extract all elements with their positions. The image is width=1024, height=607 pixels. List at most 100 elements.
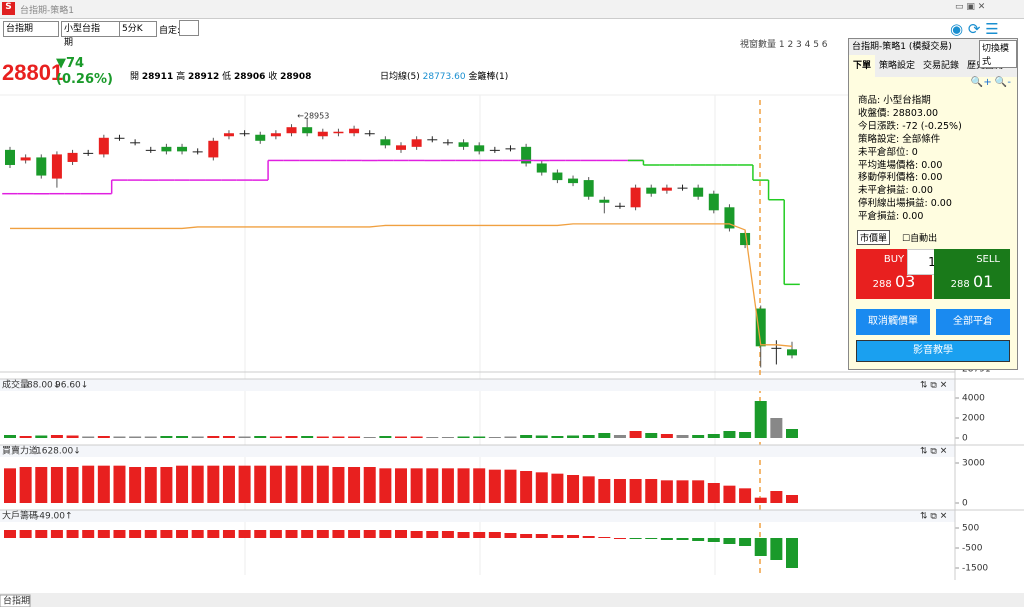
bar bbox=[457, 436, 470, 438]
bar bbox=[129, 467, 142, 503]
bar bbox=[222, 530, 235, 538]
bar bbox=[207, 465, 220, 503]
bar bbox=[770, 418, 783, 438]
order-type[interactable]: 市價單 bbox=[857, 230, 891, 245]
annotation: ←28953 bbox=[297, 112, 329, 121]
bar bbox=[692, 480, 705, 503]
candle-body bbox=[349, 128, 360, 134]
label: 288 bbox=[950, 279, 970, 290]
bar bbox=[144, 530, 157, 538]
bar bbox=[191, 465, 204, 503]
bar bbox=[50, 467, 63, 503]
bar bbox=[82, 465, 95, 503]
bar bbox=[4, 435, 16, 438]
bar bbox=[739, 488, 752, 503]
candle-body bbox=[36, 157, 47, 176]
bar bbox=[50, 435, 63, 438]
value: 28912 bbox=[187, 72, 220, 82]
bar bbox=[520, 435, 533, 438]
bar bbox=[285, 530, 298, 538]
bar bbox=[395, 530, 407, 538]
label: 01 bbox=[972, 272, 994, 291]
bar bbox=[582, 435, 595, 438]
auto-exit[interactable]: ☐自動出 bbox=[902, 234, 938, 244]
bar bbox=[207, 436, 220, 438]
window-count[interactable]: 視窗數量 1 2 3 4 5 6 bbox=[740, 40, 828, 50]
panel-name: 大戶籌碼 bbox=[2, 510, 38, 522]
sell-button[interactable]: SELL 288 01 bbox=[934, 249, 1010, 299]
info-line: 未平倉損益: 0.00 bbox=[858, 185, 933, 197]
bar bbox=[551, 473, 564, 503]
bar bbox=[676, 480, 689, 503]
tab[interactable]: 交易記錄 bbox=[923, 61, 960, 71]
candle-body bbox=[724, 207, 735, 229]
bar bbox=[598, 433, 611, 438]
candle-body bbox=[677, 187, 688, 189]
bar bbox=[191, 530, 204, 538]
bar bbox=[535, 435, 548, 438]
tab[interactable] bbox=[0, 594, 31, 607]
bar bbox=[692, 435, 705, 438]
bar bbox=[426, 437, 439, 438]
panel-header bbox=[0, 445, 955, 457]
bar bbox=[348, 436, 361, 438]
bar bbox=[551, 535, 564, 538]
bar bbox=[770, 491, 783, 503]
zoom-icons[interactable]: 🔍+ 🔍- bbox=[970, 77, 1011, 88]
candle-body bbox=[442, 142, 453, 144]
info-line: 移動停利價格: 0.00 bbox=[858, 172, 943, 184]
bar bbox=[457, 468, 470, 503]
icons[interactable]: ◉ ⟳ ☰ bbox=[950, 20, 999, 38]
bar bbox=[144, 467, 157, 503]
switch-button[interactable]: 切換模式 bbox=[979, 40, 1017, 68]
bar bbox=[66, 467, 79, 503]
panel-header bbox=[0, 510, 955, 522]
bar bbox=[332, 436, 345, 438]
select[interactable]: 台指期 bbox=[3, 21, 59, 37]
bar bbox=[613, 479, 626, 503]
candle-body bbox=[708, 193, 719, 211]
panel-readout: 88.00↓ bbox=[27, 381, 60, 391]
bar bbox=[582, 536, 595, 538]
info-line: 未平倉部位: 0 bbox=[858, 146, 918, 158]
bar bbox=[269, 530, 282, 538]
bar bbox=[520, 471, 533, 503]
title-bar: S 台指期-策略1 ▭ ▣ ✕ bbox=[0, 0, 1024, 19]
bar bbox=[441, 531, 454, 538]
candle-body bbox=[536, 163, 547, 173]
candle-body bbox=[380, 139, 391, 146]
candle-body bbox=[599, 199, 610, 203]
select[interactable]: 5分K bbox=[119, 21, 157, 37]
close-all-button[interactable]: 全部平倉 bbox=[936, 309, 1010, 335]
bar bbox=[598, 537, 611, 538]
tab[interactable]: 策略設定 bbox=[879, 61, 916, 71]
video-button[interactable]: 影音教學 bbox=[856, 340, 1010, 362]
window-buttons[interactable]: ▭ ▣ ✕ bbox=[955, 2, 986, 12]
label: 288 bbox=[872, 279, 892, 290]
quote-bar: 28801 ▼74 (0.26%) 開 28911 高 28912 低 2890… bbox=[0, 52, 848, 92]
bar bbox=[176, 530, 189, 538]
bar bbox=[363, 437, 376, 438]
candle-body bbox=[208, 140, 219, 158]
cancel-button[interactable]: 取消觸價單 bbox=[856, 309, 930, 335]
tabs: 下單 策略設定 交易記錄 歷史回測 bbox=[849, 55, 1017, 77]
custom-label: 自定: bbox=[159, 26, 181, 36]
info-line: 停利線出場損益: 0.00 bbox=[858, 198, 952, 210]
candle-body bbox=[302, 127, 313, 134]
bar bbox=[535, 534, 548, 538]
label: 高 bbox=[176, 72, 186, 82]
bar bbox=[473, 532, 486, 538]
bar bbox=[567, 475, 580, 503]
candle-body bbox=[787, 349, 797, 356]
custom-input[interactable] bbox=[179, 20, 199, 36]
label: 低 bbox=[222, 72, 232, 82]
candle-body bbox=[130, 142, 141, 144]
bar bbox=[66, 435, 79, 438]
tab[interactable]: 下單 bbox=[849, 55, 876, 77]
panel-readout: -49.00↑ bbox=[36, 512, 73, 522]
price: 28801 bbox=[2, 60, 64, 85]
tab-label: 台指期 bbox=[3, 595, 30, 607]
bar bbox=[754, 497, 767, 503]
bar bbox=[379, 530, 392, 538]
